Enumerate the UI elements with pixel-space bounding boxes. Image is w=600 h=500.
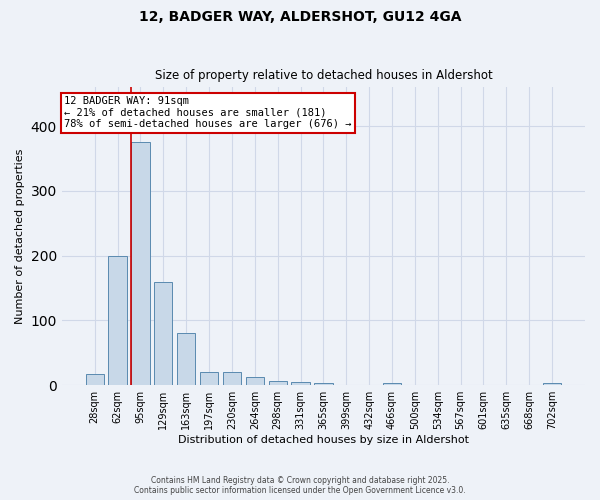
Bar bbox=[292, 382, 310, 385]
Bar bbox=[200, 372, 218, 385]
Bar bbox=[245, 378, 264, 385]
Text: Contains HM Land Registry data © Crown copyright and database right 2025.
Contai: Contains HM Land Registry data © Crown c… bbox=[134, 476, 466, 495]
Bar bbox=[543, 384, 561, 385]
Bar bbox=[269, 380, 287, 385]
Bar bbox=[109, 256, 127, 385]
Bar bbox=[131, 142, 149, 385]
Bar bbox=[86, 374, 104, 385]
Text: 12, BADGER WAY, ALDERSHOT, GU12 4GA: 12, BADGER WAY, ALDERSHOT, GU12 4GA bbox=[139, 10, 461, 24]
Bar bbox=[154, 282, 172, 385]
Bar bbox=[383, 384, 401, 385]
X-axis label: Distribution of detached houses by size in Aldershot: Distribution of detached houses by size … bbox=[178, 435, 469, 445]
Y-axis label: Number of detached properties: Number of detached properties bbox=[15, 148, 25, 324]
Title: Size of property relative to detached houses in Aldershot: Size of property relative to detached ho… bbox=[155, 69, 492, 82]
Bar bbox=[177, 334, 196, 385]
Bar bbox=[223, 372, 241, 385]
Text: 12 BADGER WAY: 91sqm
← 21% of detached houses are smaller (181)
78% of semi-deta: 12 BADGER WAY: 91sqm ← 21% of detached h… bbox=[64, 96, 352, 130]
Bar bbox=[314, 384, 332, 385]
